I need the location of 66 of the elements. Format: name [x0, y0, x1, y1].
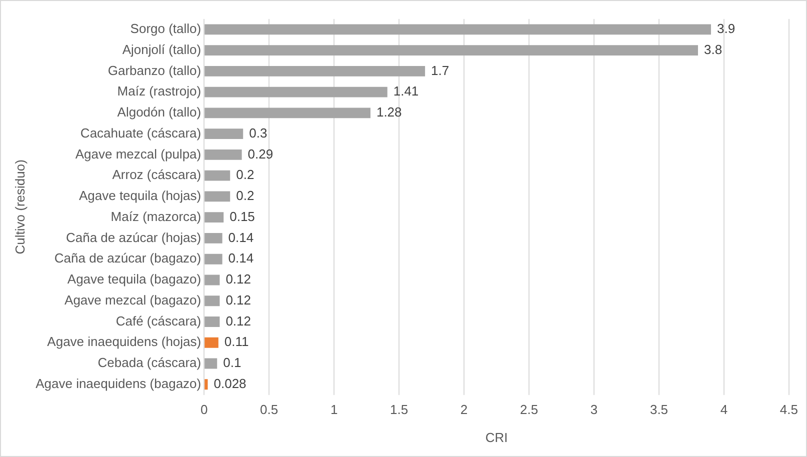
data-label: 0.29	[248, 146, 274, 162]
data-label: 0.14	[228, 230, 254, 245]
bar	[204, 86, 388, 98]
data-label: 3.9	[716, 21, 736, 36]
data-label: 0.11	[224, 334, 249, 350]
y-tick-label: Agave mezcal (pulpa)	[75, 146, 202, 162]
data-label: 0.12	[226, 292, 252, 308]
bar	[204, 191, 230, 202]
data-label: 0.3	[249, 125, 268, 140]
bar	[204, 24, 711, 35]
bar	[204, 108, 370, 118]
data-label: 0.028	[214, 376, 246, 391]
x-tick-label: 0	[200, 402, 208, 418]
bar	[204, 45, 698, 56]
bar	[204, 170, 230, 181]
bar	[204, 316, 220, 327]
x-tick-label: 2.5	[520, 402, 538, 418]
y-tick-label: Agave inaequidens (bagazo)	[36, 376, 202, 391]
data-label: 1.7	[431, 62, 450, 78]
y-tick-label: Cebada (cáscara)	[98, 355, 202, 370]
bar	[204, 232, 222, 244]
data-label: 1.41	[393, 84, 419, 99]
bar	[204, 337, 218, 348]
x-tick-label: 4.5	[780, 402, 798, 418]
y-tick-label: Ajonjolí (tallo)	[122, 42, 202, 57]
bar	[204, 358, 218, 369]
x-tick-label: 2	[460, 402, 468, 418]
y-tick-label: Arroz (cáscara)	[112, 167, 202, 182]
data-label: 0.1	[223, 355, 242, 370]
y-axis-title: Cultivo (residuo)	[12, 160, 28, 254]
bar	[204, 149, 242, 160]
y-tick-label: Maíz (mazorca)	[110, 208, 202, 224]
y-tick-label: Caña de azúcar (hojas)	[66, 230, 202, 245]
y-tick-label: Café (cáscara)	[116, 313, 202, 328]
x-tick-label: 1	[330, 402, 338, 418]
y-tick-label: Algodón (tallo)	[117, 104, 202, 120]
data-label: 0.2	[236, 188, 254, 204]
bar	[204, 379, 208, 390]
bar	[204, 274, 220, 286]
bar	[204, 66, 426, 76]
y-tick-label: Agave mezcal (bagazo)	[64, 292, 202, 308]
y-tick-label: Garbanzo (tallo)	[108, 62, 202, 78]
x-tick-label: 0.5	[260, 402, 278, 418]
x-axis-title: CRI	[485, 430, 508, 445]
data-label: 0.12	[226, 272, 252, 287]
x-tick-label: 1.5	[390, 402, 408, 418]
x-tick-label: 3	[590, 402, 598, 418]
bar	[204, 254, 222, 264]
y-tick-label: Agave tequila (bagazo)	[67, 272, 202, 287]
data-label: 1.28	[376, 104, 402, 120]
data-label: 0.15	[230, 208, 255, 224]
data-label: 0.12	[226, 313, 252, 328]
bar	[204, 296, 220, 306]
data-label: 3.8	[704, 42, 722, 57]
y-tick-label: Caña de azúcar (bagazo)	[54, 250, 202, 266]
bar	[204, 128, 244, 140]
y-tick-label: Agave inaequidens (hojas)	[47, 334, 202, 350]
y-tick-label: Agave tequila (hojas)	[78, 188, 202, 204]
data-label: 0.14	[228, 250, 254, 266]
data-label: 0.2	[236, 167, 254, 182]
bar	[204, 212, 224, 223]
y-tick-label: Sorgo (tallo)	[130, 21, 202, 36]
x-tick-label: 4	[720, 402, 728, 418]
x-tick-label: 3.5	[650, 402, 668, 418]
y-tick-label: Cacahuate (cáscara)	[80, 125, 202, 140]
y-tick-label: Maíz (rastrojo)	[117, 84, 202, 99]
